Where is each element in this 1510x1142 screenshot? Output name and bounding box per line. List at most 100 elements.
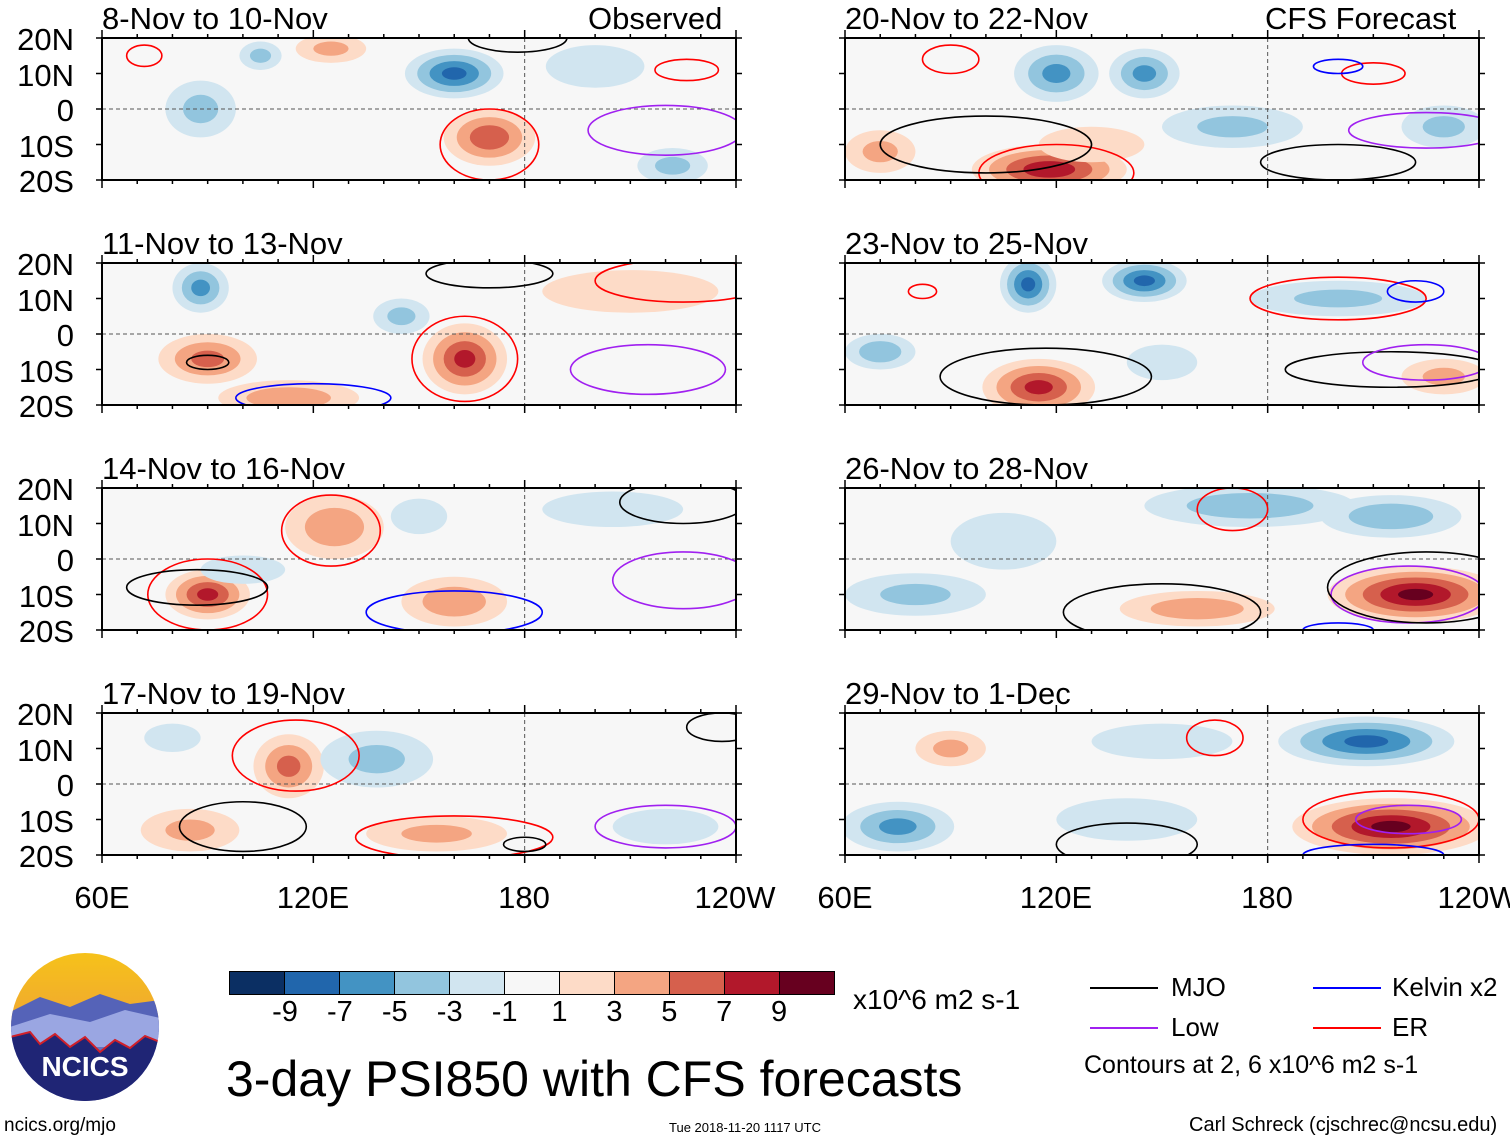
colorbar-swatch	[394, 972, 449, 994]
lat-label: 10N	[17, 282, 74, 318]
lon-label: 120E	[276, 880, 350, 915]
lat-label: 0	[56, 543, 74, 578]
anomaly-shading	[612, 808, 719, 845]
anomaly-shading	[165, 819, 215, 841]
panel-title: 26-Nov to 28-Nov	[845, 451, 1088, 486]
mjo-contour	[502, 836, 547, 853]
anomaly-shading	[1397, 588, 1434, 601]
lat-label: 20N	[17, 472, 74, 507]
er-contour	[594, 263, 736, 303]
anomaly-shading	[390, 498, 448, 535]
lat-label: 20S	[18, 164, 74, 199]
low-contour	[587, 104, 736, 156]
colorbar-swatch	[614, 972, 669, 994]
low-contour	[1347, 111, 1479, 149]
low-contour	[1361, 343, 1479, 381]
anomaly-shading	[859, 341, 902, 363]
panel-title: 29-Nov to 1-Dec	[845, 676, 1071, 711]
lat-label: 10S	[18, 128, 74, 164]
panel-title: 14-Nov to 16-Nov	[102, 451, 345, 486]
legend-contours-note: Contours at 2, 6 x10^6 m2 s-1	[1084, 1051, 1419, 1079]
anomaly-shading	[191, 350, 225, 368]
lat-label: 20N	[17, 247, 74, 282]
lat-label: 20S	[18, 389, 74, 424]
forecast-label: CFS Forecast	[1265, 1, 1457, 36]
mjo-contour	[1259, 143, 1417, 180]
lon-label: 120W	[1437, 880, 1510, 915]
anomaly-shading	[542, 270, 719, 313]
map-panel	[96, 480, 742, 638]
er-contour	[231, 719, 360, 792]
anomaly-shading	[441, 67, 467, 80]
panel-title: 17-Nov to 19-Nov	[102, 676, 345, 711]
lat-label: 20N	[17, 22, 74, 57]
mjo-contour	[685, 713, 736, 743]
lon-label: 180	[1241, 880, 1293, 915]
anomaly-shading	[276, 755, 301, 777]
lat-label: 0	[56, 768, 74, 803]
lat-label: 10N	[17, 507, 74, 543]
colorbar-swatch	[779, 972, 834, 994]
er-contour	[125, 44, 163, 68]
er-contour	[439, 108, 540, 180]
mjo-contour	[618, 488, 736, 525]
mjo-contour	[1062, 583, 1262, 630]
anomaly-shading	[1056, 798, 1198, 841]
mjo-contour	[467, 38, 568, 53]
anomaly-shading	[1126, 344, 1198, 381]
er-contour	[411, 315, 519, 403]
er-line-swatch	[1313, 1027, 1381, 1029]
anomaly-shading	[348, 744, 405, 774]
lat-label: 20N	[17, 697, 74, 732]
site-url[interactable]: ncics.org/mjo	[4, 1115, 116, 1136]
lon-label: 60E	[817, 880, 873, 915]
anomaly-shading	[1186, 492, 1314, 519]
colorbar-swatch	[339, 972, 394, 994]
colorbar-swatch	[449, 972, 504, 994]
colorbar-tick: 7	[716, 996, 733, 1028]
anomaly-shading	[422, 586, 486, 617]
anomaly-shading	[1021, 277, 1036, 292]
anomaly-shading	[1091, 723, 1233, 760]
mjo-contour	[1055, 822, 1199, 855]
panel-title: 8-Nov to 10-Nov	[102, 1, 328, 36]
colorbar-tick: 3	[606, 996, 623, 1028]
low-contour	[611, 551, 736, 610]
lat-label: 0	[56, 93, 74, 128]
anomaly-shading	[249, 48, 272, 63]
observed-label: Observed	[588, 1, 723, 36]
map-panel	[96, 255, 742, 413]
colorbar-swatch	[504, 972, 559, 994]
anomaly-shading	[1132, 65, 1157, 82]
lon-label: 120W	[694, 880, 776, 915]
map-panel	[96, 30, 742, 188]
logo-text: NCICS	[41, 1051, 128, 1082]
ncics-logo: NCICS	[11, 953, 159, 1101]
mjo-contour	[1326, 551, 1479, 624]
anomaly-shading	[933, 739, 969, 758]
colorbar-swatch	[724, 972, 779, 994]
anomaly-shading	[387, 307, 416, 326]
anomaly-shading	[1422, 116, 1465, 138]
anomaly-shading	[454, 349, 476, 368]
er-contour	[1185, 719, 1244, 757]
anomaly-shading	[1344, 735, 1389, 748]
colorbar-tick: -7	[326, 996, 353, 1028]
anomaly-shading	[880, 583, 951, 606]
er-contour	[921, 44, 980, 75]
er-contour	[280, 494, 382, 567]
map-panel	[839, 30, 1485, 188]
anomaly-shading	[1150, 598, 1244, 620]
colorbar-tick: 9	[771, 996, 788, 1028]
colorbar-units: x10^6 m2 s-1	[853, 984, 1021, 1015]
colorbar-tick: -9	[272, 996, 298, 1028]
anomaly-shading	[1371, 820, 1411, 833]
lat-label: 10S	[18, 353, 74, 389]
legend-low: Low	[1171, 1012, 1219, 1042]
low-contour	[569, 343, 727, 396]
mjo-contour	[125, 568, 269, 606]
mjo-contour	[425, 263, 554, 289]
lat-label: 20S	[18, 614, 74, 649]
legend-kelvin: Kelvin x2	[1392, 972, 1498, 1002]
colorbar	[229, 971, 835, 995]
